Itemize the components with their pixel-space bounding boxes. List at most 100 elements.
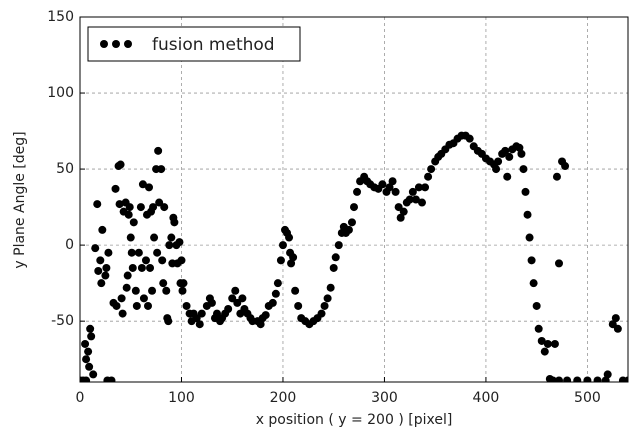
data-point — [131, 286, 140, 295]
data-point — [583, 376, 592, 382]
data-point — [82, 355, 91, 364]
data-point — [102, 263, 111, 272]
data-point — [167, 233, 176, 242]
data-point — [347, 218, 356, 227]
data-point — [593, 376, 602, 382]
data-point — [197, 309, 206, 318]
data-point — [158, 256, 167, 265]
data-point — [552, 172, 561, 181]
data-point — [137, 263, 146, 272]
data-point — [96, 256, 105, 265]
data-point — [334, 241, 343, 250]
data-point — [534, 324, 543, 333]
data-point — [134, 248, 143, 257]
data-point — [136, 203, 145, 212]
data-point — [271, 289, 280, 298]
data-point — [492, 165, 501, 174]
data-point — [125, 203, 134, 212]
plot-frame — [79, 16, 629, 383]
data-point — [525, 233, 534, 242]
data-point — [256, 320, 265, 329]
data-point — [521, 187, 530, 196]
data-point — [494, 157, 503, 166]
data-point — [118, 309, 127, 318]
legend-label: fusion method — [152, 35, 275, 55]
data-point — [278, 241, 287, 250]
data-point — [394, 203, 403, 212]
data-point — [124, 210, 133, 219]
data-point — [207, 298, 216, 307]
data-point — [89, 370, 98, 379]
data-point — [233, 298, 242, 307]
data-point — [231, 286, 240, 295]
data-point — [624, 376, 628, 382]
data-point — [344, 225, 353, 234]
data-point — [85, 362, 94, 371]
data-point — [268, 298, 277, 307]
data-point — [93, 200, 102, 209]
y-tick-label: -50 — [51, 313, 74, 329]
data-point — [408, 187, 417, 196]
data-point — [424, 172, 433, 181]
plot-area — [80, 131, 628, 382]
data-point — [98, 225, 107, 234]
data-point — [417, 198, 426, 207]
x-tick-label: 500 — [574, 390, 601, 406]
data-point — [129, 218, 138, 227]
data-point — [122, 283, 131, 292]
data-point — [87, 332, 96, 341]
data-point — [414, 183, 423, 192]
data-point — [213, 309, 221, 318]
x-axis-label: x position ( y = 200 ) [pixel] — [256, 412, 453, 428]
legend: fusion method — [87, 26, 301, 62]
data-point — [317, 309, 326, 318]
data-point — [378, 180, 387, 189]
data-point — [523, 210, 532, 219]
data-point — [537, 336, 546, 345]
data-point — [107, 376, 116, 382]
data-point — [159, 279, 168, 288]
data-point — [527, 256, 536, 265]
data-point — [192, 314, 201, 323]
data-point — [391, 187, 400, 196]
data-point — [138, 180, 147, 189]
data-point — [517, 149, 526, 158]
data-point — [501, 146, 510, 155]
data-point — [326, 283, 335, 292]
data-point — [289, 253, 298, 262]
y-axis-label: y Plane Angle [deg] — [12, 131, 28, 268]
data-point — [613, 324, 622, 333]
legend-marker — [124, 40, 132, 48]
y-tick-label: 150 — [47, 9, 74, 25]
data-point — [86, 324, 95, 333]
y-tick-label: 50 — [56, 161, 74, 177]
data-point — [611, 314, 620, 323]
data-point — [115, 200, 124, 209]
data-point — [153, 248, 162, 257]
data-point — [228, 294, 237, 303]
legend-marker — [112, 40, 120, 48]
data-point — [273, 279, 282, 288]
data-point — [132, 301, 141, 310]
data-point — [123, 271, 132, 280]
data-point — [117, 294, 126, 303]
data-point — [127, 248, 136, 257]
x-tick-label: 0 — [76, 390, 85, 406]
data-point — [145, 183, 154, 192]
data-point — [101, 271, 110, 280]
data-point — [561, 162, 570, 171]
data-point — [177, 256, 186, 265]
data-point — [148, 286, 157, 295]
data-point — [128, 263, 137, 272]
data-point — [238, 294, 247, 303]
data-point — [224, 305, 233, 313]
data-point — [178, 286, 187, 295]
data-point — [543, 339, 552, 348]
data-point — [291, 286, 300, 295]
data-point — [353, 187, 362, 196]
data-point — [155, 198, 164, 207]
data-point — [608, 320, 617, 329]
data-point — [320, 301, 329, 310]
data-point — [179, 279, 188, 288]
